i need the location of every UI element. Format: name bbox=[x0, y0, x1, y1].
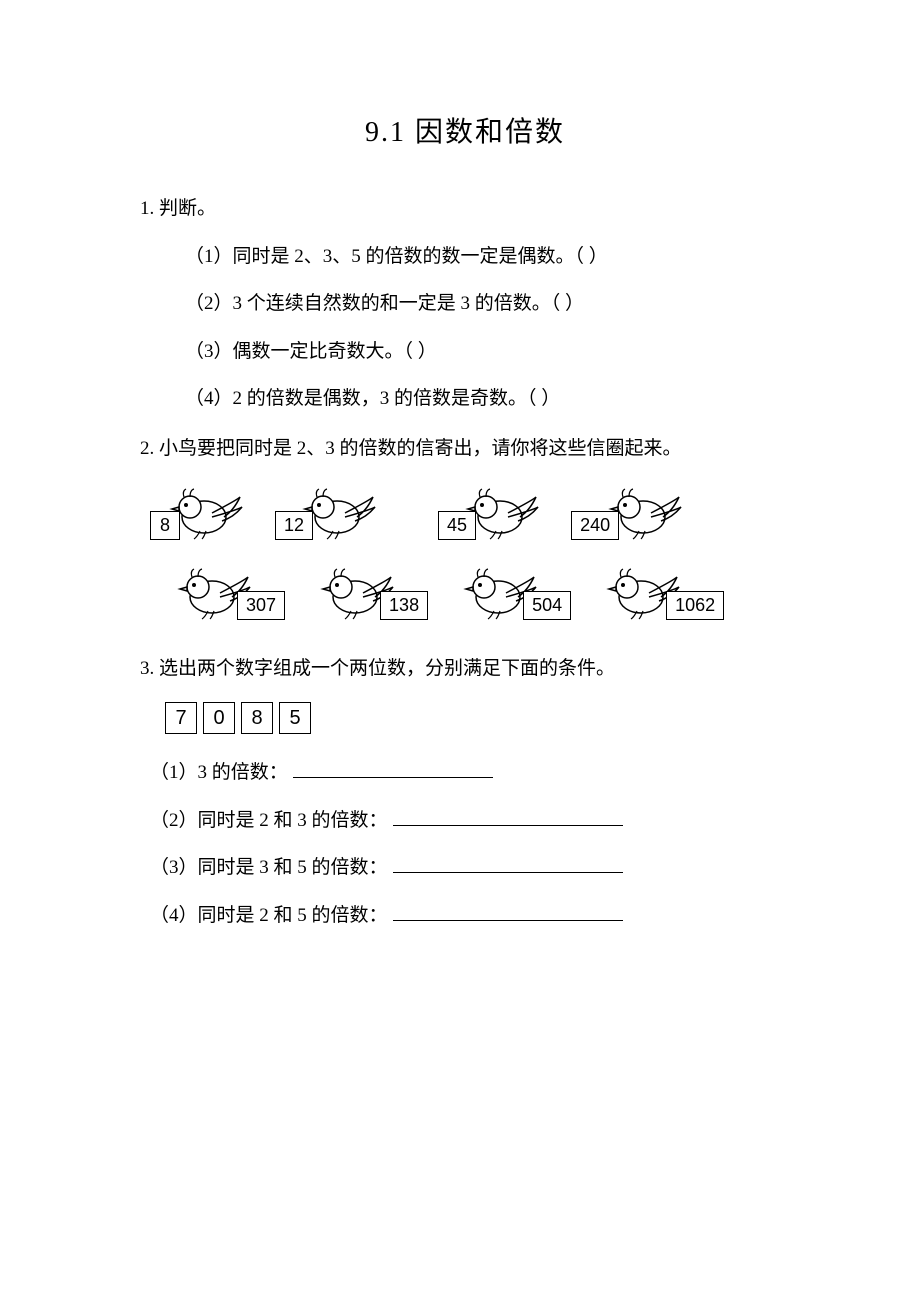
bird-item: 504 bbox=[456, 555, 571, 625]
question-3: 3. 选出两个数字组成一个两位数，分别满足下面的条件。 7 0 8 5 （1）3… bbox=[140, 645, 790, 940]
envelope-number: 240 bbox=[571, 511, 619, 540]
bird-item: 12 bbox=[275, 475, 380, 545]
blank-line bbox=[393, 855, 623, 873]
q1-item-2: （2）3 个连续自然数的和一定是 3 的倍数。（ ） bbox=[185, 280, 790, 328]
page-title: 9.1 因数和倍数 bbox=[140, 110, 790, 150]
bird-item: 307 bbox=[170, 555, 285, 625]
blank-line bbox=[293, 760, 493, 778]
q3-item-2: （2）同时是 2 和 3 的倍数： bbox=[150, 797, 790, 845]
q1-header: 1. 判断。 bbox=[140, 185, 790, 233]
digit-row: 7 0 8 5 bbox=[165, 702, 790, 734]
q3-header: 3. 选出两个数字组成一个两位数，分别满足下面的条件。 bbox=[140, 645, 790, 693]
envelope-number: 307 bbox=[237, 591, 285, 620]
q3-item-1: （1）3 的倍数： bbox=[150, 749, 790, 797]
blank-line bbox=[393, 808, 623, 826]
q3-item-label: （4）同时是 2 和 5 的倍数： bbox=[150, 905, 388, 926]
envelope-number: 12 bbox=[275, 511, 313, 540]
q1-item-4: （4）2 的倍数是偶数，3 的倍数是奇数。（ ） bbox=[185, 375, 790, 423]
bird-item: 45 bbox=[438, 475, 543, 545]
question-2: 2. 小鸟要把同时是 2、3 的倍数的信寄出，请你将这些信圈起来。 8 12 bbox=[140, 433, 790, 625]
bird-item: 240 bbox=[571, 475, 686, 545]
envelope-number: 138 bbox=[380, 591, 428, 620]
envelope-number: 1062 bbox=[666, 591, 724, 620]
bird-row-1: 8 12 45 bbox=[140, 475, 790, 545]
q3-item-4: （4）同时是 2 和 5 的倍数： bbox=[150, 892, 790, 940]
digit-box: 0 bbox=[203, 702, 235, 734]
bird-item: 8 bbox=[150, 475, 247, 545]
bird-item: 138 bbox=[313, 555, 428, 625]
blank-line bbox=[393, 903, 623, 921]
digit-box: 7 bbox=[165, 702, 197, 734]
q2-header: 2. 小鸟要把同时是 2、3 的倍数的信寄出，请你将这些信圈起来。 bbox=[140, 433, 790, 460]
q3-item-label: （2）同时是 2 和 3 的倍数： bbox=[150, 810, 388, 831]
bird-item: 1062 bbox=[599, 555, 724, 625]
q3-item-label: （3）同时是 3 和 5 的倍数： bbox=[150, 857, 388, 878]
bird-row-2: 307 138 504 bbox=[140, 555, 790, 625]
envelope-number: 45 bbox=[438, 511, 476, 540]
q3-item-label: （1）3 的倍数： bbox=[150, 762, 288, 783]
envelope-number: 8 bbox=[150, 511, 180, 540]
q3-item-3: （3）同时是 3 和 5 的倍数： bbox=[150, 844, 790, 892]
envelope-number: 504 bbox=[523, 591, 571, 620]
digit-box: 5 bbox=[279, 702, 311, 734]
digit-box: 8 bbox=[241, 702, 273, 734]
question-1: 1. 判断。 （1）同时是 2、3、5 的倍数的数一定是偶数。（ ） （2）3 … bbox=[140, 185, 790, 423]
q1-item-3: （3）偶数一定比奇数大。（ ） bbox=[185, 328, 790, 376]
q1-item-1: （1）同时是 2、3、5 的倍数的数一定是偶数。（ ） bbox=[185, 233, 790, 281]
